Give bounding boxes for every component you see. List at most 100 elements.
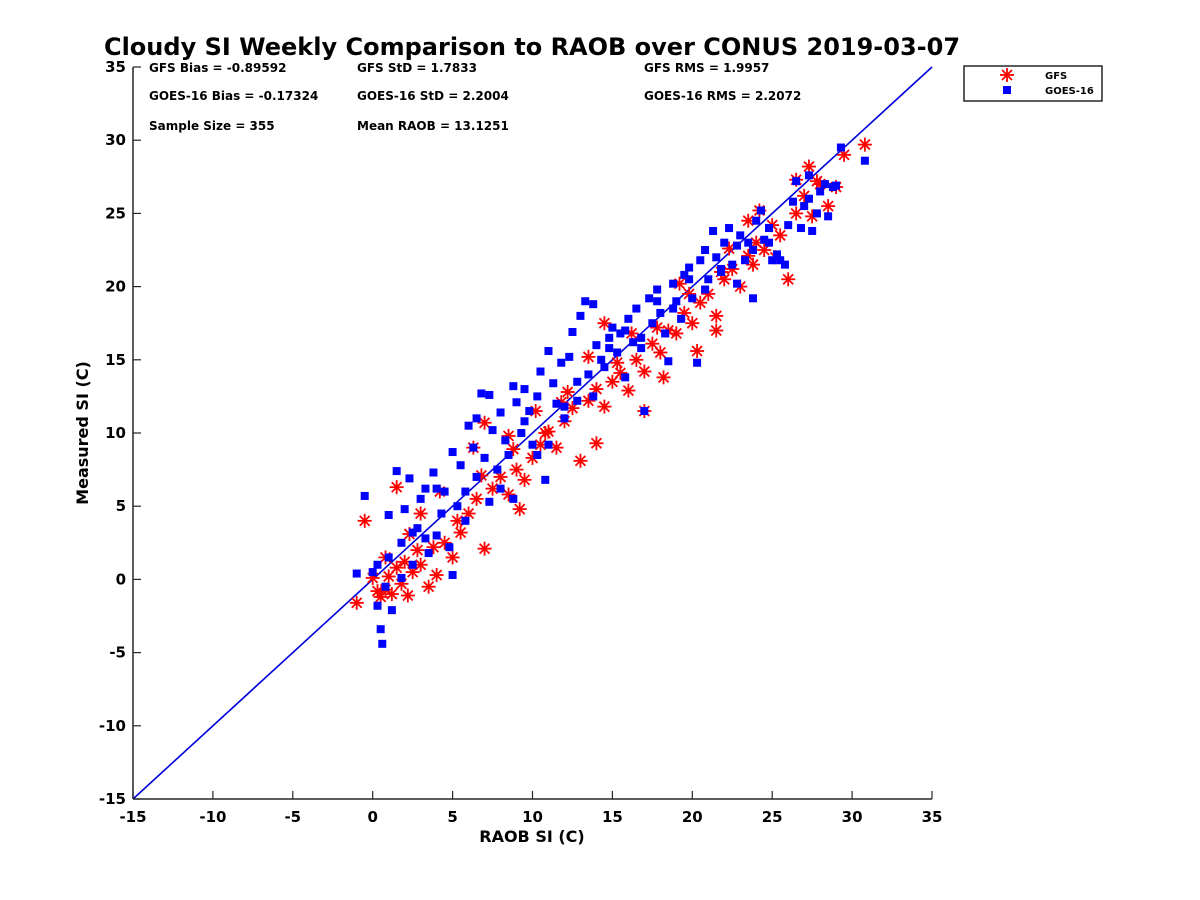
goes16-point bbox=[576, 311, 585, 320]
goes16-point bbox=[501, 436, 510, 445]
goes16-point bbox=[744, 238, 753, 247]
goes16-point bbox=[828, 183, 837, 192]
goes16-point bbox=[592, 341, 601, 350]
gfs-point bbox=[413, 506, 428, 521]
stat-annotation: GFS Bias = -0.89592 bbox=[149, 61, 286, 75]
gfs-point bbox=[709, 308, 724, 323]
goes16-point bbox=[557, 358, 566, 367]
goes16-point bbox=[629, 338, 638, 347]
goes16-point bbox=[533, 392, 542, 401]
goes16-point bbox=[456, 461, 465, 470]
goes16-point bbox=[488, 426, 497, 435]
goes16-point bbox=[632, 304, 641, 313]
goes16-point bbox=[589, 300, 598, 309]
goes16-point bbox=[720, 238, 729, 247]
goes16-point bbox=[784, 221, 793, 230]
goes16-point bbox=[360, 491, 369, 500]
goes16-point bbox=[544, 347, 553, 356]
goes16-point bbox=[496, 408, 505, 417]
x-tick-label: 30 bbox=[842, 808, 863, 826]
gfs-point bbox=[373, 589, 388, 604]
goes16-point bbox=[392, 467, 401, 476]
gfs-point bbox=[381, 569, 396, 584]
goes16-point bbox=[693, 358, 702, 367]
x-tick-label: 25 bbox=[762, 808, 783, 826]
goes16-point bbox=[669, 304, 678, 313]
goes16-point bbox=[461, 487, 470, 496]
goes16-point bbox=[860, 156, 869, 165]
goes16-point bbox=[549, 379, 558, 388]
gfs-point bbox=[637, 364, 652, 379]
goes16-point bbox=[749, 246, 758, 254]
gfs-point bbox=[517, 472, 532, 487]
goes16-point bbox=[616, 329, 625, 338]
goes16-point bbox=[696, 256, 705, 265]
stat-annotation: GOES-16 RMS = 2.2072 bbox=[644, 89, 801, 103]
x-axis-label: RAOB SI (C) bbox=[479, 827, 584, 846]
gfs-point bbox=[400, 588, 415, 603]
goes16-point bbox=[733, 279, 742, 288]
legend-goes16-marker bbox=[1003, 86, 1011, 94]
goes16-point bbox=[381, 582, 390, 591]
goes16-point bbox=[528, 440, 537, 449]
goes16-point bbox=[541, 475, 550, 484]
goes16-point bbox=[573, 377, 582, 386]
gfs-point bbox=[801, 159, 816, 174]
gfs-point bbox=[781, 272, 796, 287]
goes16-point bbox=[677, 314, 686, 323]
goes16-point bbox=[701, 285, 710, 294]
goes16-point bbox=[445, 543, 454, 552]
gfs-point bbox=[389, 560, 404, 575]
plot-area: -15 -10 -5 0 5 10 15 20 25 30 35 -15 -10 -5 0 5 10 15 20 2… bbox=[99, 58, 943, 826]
goes16-point bbox=[568, 327, 577, 336]
gfs-point bbox=[656, 370, 671, 385]
legend-gfs-marker bbox=[1000, 68, 1014, 82]
goes16-point bbox=[608, 323, 617, 332]
goes16-point bbox=[824, 212, 833, 221]
goes16-point bbox=[573, 396, 582, 405]
goes16-point bbox=[376, 625, 385, 634]
chart-title: Cloudy SI Weekly Comparison to RAOB over… bbox=[104, 33, 960, 61]
goes16-point bbox=[421, 534, 430, 543]
one-to-one-line bbox=[132, 66, 933, 800]
goes16-point bbox=[448, 448, 457, 457]
goes16-point bbox=[504, 450, 513, 459]
goes16-point bbox=[480, 453, 489, 462]
goes16-point bbox=[640, 407, 649, 416]
gfs-point bbox=[477, 541, 492, 556]
y-tick-label: -5 bbox=[109, 644, 126, 662]
goes16-point bbox=[816, 187, 825, 196]
gfs-point bbox=[450, 513, 465, 528]
goes16-point bbox=[432, 531, 441, 540]
goes16-point bbox=[820, 180, 829, 189]
goes16-point bbox=[656, 308, 665, 317]
goes16-point bbox=[413, 524, 422, 533]
goes16-point bbox=[621, 326, 630, 335]
gfs-point bbox=[757, 243, 772, 257]
gfs-point bbox=[461, 506, 476, 521]
goes16-point bbox=[800, 202, 809, 211]
legend: GFS GOES-16 bbox=[963, 65, 1103, 102]
goes16-point bbox=[509, 494, 518, 503]
goes16-point bbox=[672, 297, 681, 306]
gfs-point bbox=[709, 323, 724, 338]
goes16-point bbox=[768, 256, 777, 265]
x-tick-label: -5 bbox=[284, 808, 301, 826]
goes16-point bbox=[485, 390, 494, 399]
goes16-point bbox=[704, 275, 713, 284]
goes16-point bbox=[384, 510, 393, 519]
goes16-point bbox=[437, 509, 446, 518]
legend-goes16-label: GOES-16 bbox=[1045, 86, 1094, 97]
goes16-point bbox=[685, 263, 694, 272]
goes16-point bbox=[645, 294, 654, 303]
stat-annotation: Mean RAOB = 13.1251 bbox=[357, 119, 509, 133]
goes16-point bbox=[688, 294, 697, 303]
gfs-point bbox=[410, 543, 425, 558]
goes16-point bbox=[661, 329, 670, 338]
gfs-point bbox=[857, 137, 872, 152]
gfs-point bbox=[746, 257, 761, 272]
goes16-point bbox=[448, 571, 457, 580]
legend-gfs-asterisk bbox=[1000, 68, 1014, 82]
goes16-point bbox=[477, 389, 486, 398]
